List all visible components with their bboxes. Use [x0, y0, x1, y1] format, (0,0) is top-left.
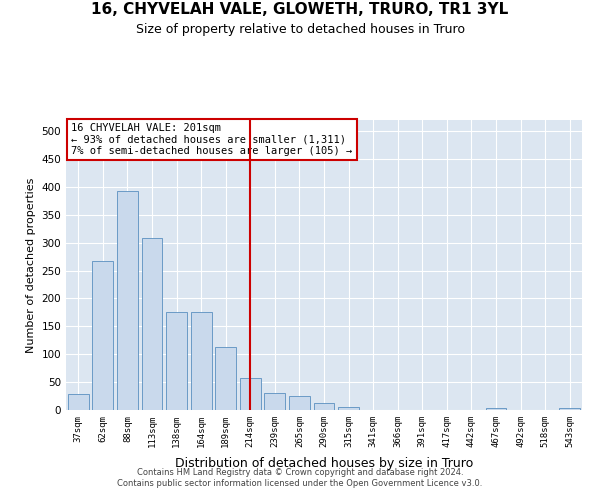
Y-axis label: Number of detached properties: Number of detached properties: [26, 178, 36, 352]
Bar: [338, 406, 359, 410]
Bar: [215, 347, 236, 410]
Bar: [191, 312, 212, 410]
Bar: [240, 378, 261, 410]
Bar: [485, 408, 506, 410]
Bar: [92, 261, 113, 410]
Text: Size of property relative to detached houses in Truro: Size of property relative to detached ho…: [136, 22, 464, 36]
Text: 16, CHYVELAH VALE, GLOWETH, TRURO, TR1 3YL: 16, CHYVELAH VALE, GLOWETH, TRURO, TR1 3…: [91, 2, 509, 18]
Bar: [265, 394, 286, 410]
Bar: [68, 394, 89, 410]
Text: Distribution of detached houses by size in Truro: Distribution of detached houses by size …: [175, 458, 473, 470]
Bar: [166, 312, 187, 410]
Bar: [314, 403, 334, 410]
Bar: [142, 238, 163, 410]
Text: Contains HM Land Registry data © Crown copyright and database right 2024.
Contai: Contains HM Land Registry data © Crown c…: [118, 468, 482, 487]
Text: 16 CHYVELAH VALE: 201sqm
← 93% of detached houses are smaller (1,311)
7% of semi: 16 CHYVELAH VALE: 201sqm ← 93% of detach…: [71, 123, 352, 156]
Bar: [117, 191, 138, 410]
Bar: [289, 396, 310, 410]
Bar: [559, 408, 580, 410]
